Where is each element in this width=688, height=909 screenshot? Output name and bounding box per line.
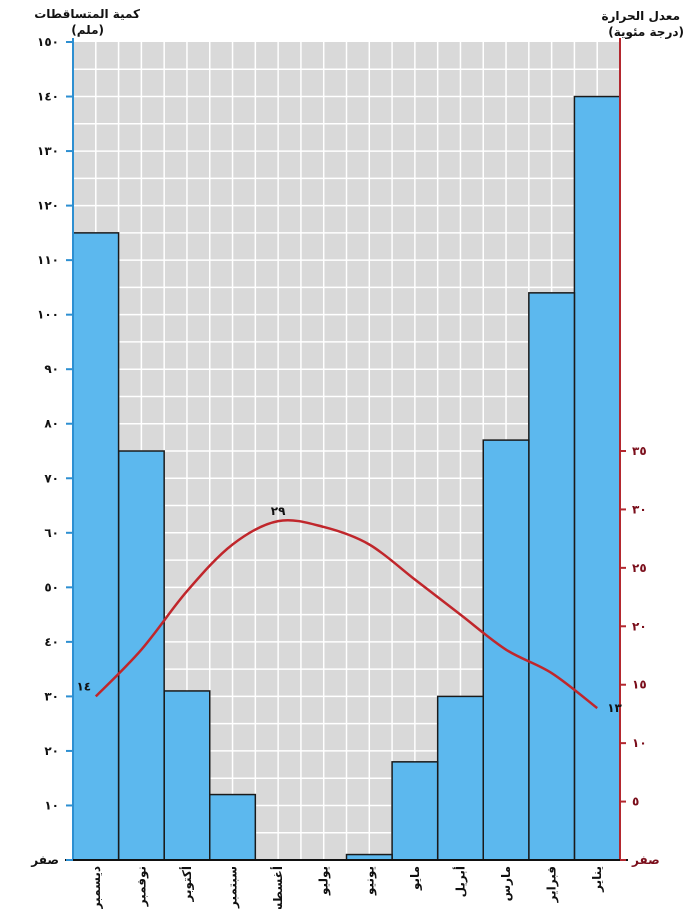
bar-5 (391, 761, 439, 861)
temperature-curve (94, 518, 598, 710)
bars-layer (72, 95, 621, 861)
month-label-6: يونيو (362, 866, 377, 896)
left-axis-tick-label: ٧٠ (44, 471, 59, 485)
right-axis-tick-label: ٢٥ (632, 561, 647, 575)
month-label-3: مارس (499, 866, 513, 901)
left-axis-tick-label: ١٥٠ (37, 35, 59, 49)
left-axis-tick-label: ١١٠ (37, 253, 59, 267)
bar-1 (573, 95, 621, 861)
month-label-7: يوليو (317, 866, 332, 896)
left-axis-tick-label: ٤٠ (44, 635, 59, 649)
month-label-11: نوفمبر (134, 866, 149, 907)
bar-10 (163, 690, 211, 861)
left-axis-tick-label: ٦٠ (44, 526, 59, 540)
temperature-label: ٢٩ (271, 504, 286, 518)
month-label-4: أبريل (452, 866, 467, 897)
bar-11 (117, 450, 165, 861)
temperature-label: ١٤ (76, 679, 91, 693)
temperature-label: ١٣ (607, 701, 622, 715)
month-label-1: يناير (590, 866, 604, 893)
right-axis-tick-label: ٥ (632, 795, 639, 809)
left-axis-tick-label: ٣٠ (44, 689, 59, 703)
left-axis-tick-label: ٨٠ (44, 417, 59, 431)
left-axis-tick-label: ٥٠ (44, 580, 59, 594)
month-label-5: مايو (408, 866, 423, 891)
left-axis-tick-label: ٢٠ (44, 744, 59, 758)
left-axis-tick-label: ١٠ (44, 798, 59, 812)
left-axis-tick-label: ١٠٠ (37, 308, 59, 322)
bar-9 (209, 793, 257, 861)
left-axis-tick-label: ١٢٠ (37, 199, 59, 213)
right-axis-tick-label: ١٠ (632, 736, 647, 750)
left-axis-title: كمية المتساقطات (34, 7, 140, 21)
right-axis-tick-label: ١٥ (632, 678, 647, 692)
labels-layer: صفر ١٠ ٢٠ ٣٠ ٤٠ ٥٠ ٦٠ ٧٠ ٨٠ ٩٠ ١٠٠ ١١٠ ١٢٠ ١٣٠ ١٤٠ ١٥٠ ص… (30, 35, 659, 909)
left-axis-tick-label: ٩٠ (44, 362, 59, 376)
bar-12 (72, 232, 120, 861)
month-label-9: سبتمبر (226, 866, 240, 909)
month-label-10: أكتوبر (179, 866, 195, 902)
bar-2 (528, 292, 576, 861)
temperature-line-layer (94, 518, 598, 710)
left-axis-unit: (ملم) (71, 23, 104, 37)
bar-4 (436, 695, 484, 861)
axes-layer (65, 38, 628, 861)
month-label-2: فبراير (545, 866, 559, 903)
right-axis-tick-label: صفر (631, 853, 660, 867)
left-axis-tick-label: ١٤٠ (37, 90, 59, 104)
right-axis-tick-label: ٣٠ (632, 502, 647, 516)
left-axis-tick-label: ١٣٠ (37, 144, 59, 158)
right-axis-title: معدل الحرارة (601, 9, 680, 23)
right-axis-tick-label: ٢٠ (632, 619, 647, 633)
right-axis-tick-label: ٣٥ (632, 444, 647, 458)
month-label-12: ديسمبر (89, 866, 103, 909)
month-label-8: أغسطس (270, 866, 285, 909)
left-axis-tick-label: صفر (30, 853, 59, 867)
right-axis-unit: (درجة مئوية) (608, 25, 684, 40)
